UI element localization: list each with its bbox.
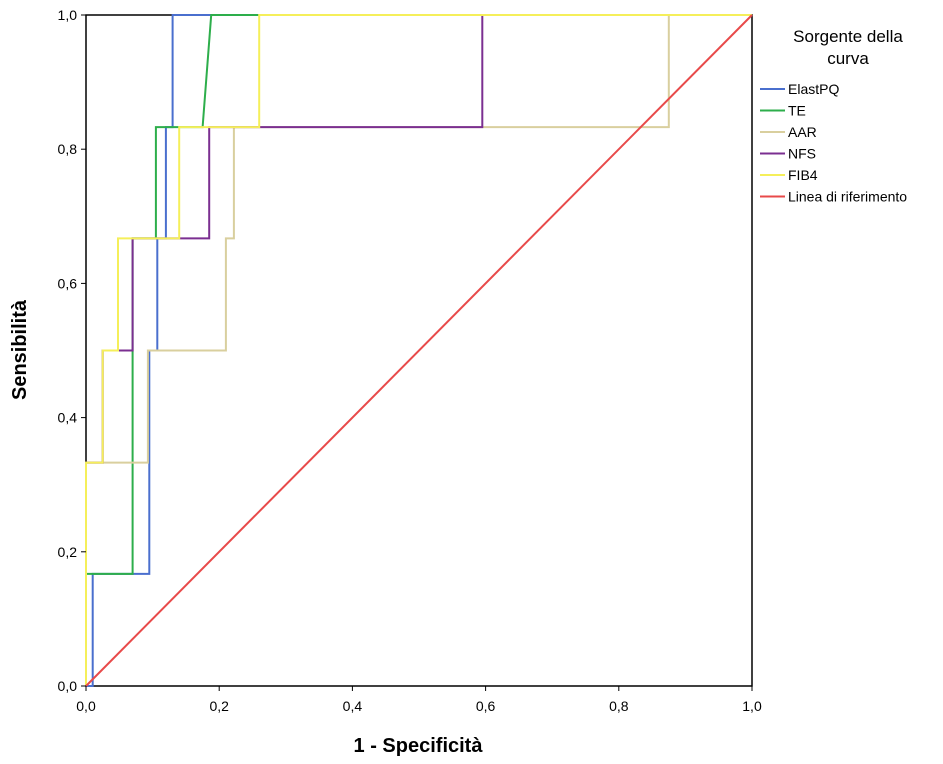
series-line-fib4 [85,14,752,686]
y-tick-label: 0,4 [58,410,78,426]
legend-label: AAR [788,124,817,140]
legend-label: TE [788,103,806,119]
x-tick-label: 0,4 [343,698,363,714]
x-axis-ticks: 0,0 0,2 0,4 0,6 0,8 1,0 [76,686,762,714]
y-axis-ticks: 0,0 0,2 0,4 0,6 0,8 1,0 [58,7,86,694]
legend-item-nfs: NFS [760,146,816,162]
legend-title-line-2: curva [827,49,869,68]
legend-item-linea-di-riferimento: Linea di riferimento [760,189,907,205]
legend-label: Linea di riferimento [788,189,907,205]
legend-item-fib4: FIB4 [760,167,818,183]
y-tick-label: 0,0 [58,678,78,694]
x-tick-label: 1,0 [742,698,762,714]
x-tick-label: 0,0 [76,698,96,714]
legend-items: ElastPQ TE AAR NFS FIB4 Linea di riferimento [760,81,907,205]
series-line-aar [85,14,752,686]
y-tick-label: 0,2 [58,544,78,560]
legend-item-te: TE [760,103,806,119]
legend-label: ElastPQ [788,81,839,97]
x-tick-label: 0,2 [209,698,229,714]
x-axis-title: 1 - Specificità [354,735,484,757]
legend-item-elastpq: ElastPQ [760,81,839,97]
y-axis-title: Sensibilità [9,299,31,400]
y-tick-label: 0,8 [58,141,78,157]
x-tick-label: 0,6 [476,698,496,714]
legend-label: FIB4 [788,167,818,183]
legend-title-line-1: Sorgente della [793,27,903,46]
legend-item-aar: AAR [760,124,817,140]
series-line-linea-di-riferimento [85,14,753,687]
y-tick-label: 0,6 [58,275,78,291]
x-tick-label: 0,8 [609,698,629,714]
y-tick-label: 1,0 [58,7,78,23]
legend: Sorgente della curva ElastPQ TE AAR NFS FIB4… [760,27,907,205]
legend-label: NFS [788,146,816,162]
series-layer [85,14,753,687]
